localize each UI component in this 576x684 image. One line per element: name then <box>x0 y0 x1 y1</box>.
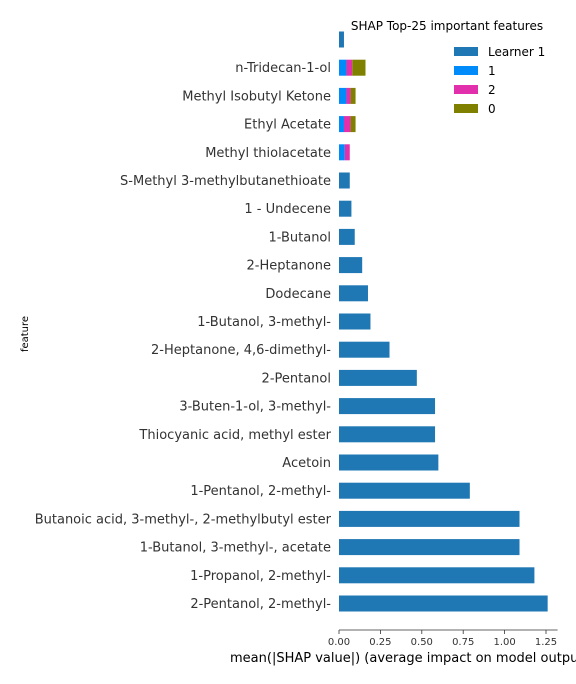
category-labels: n-Tridecan-1-ol Methyl Isobutyl Ketone Eth… <box>35 61 332 612</box>
x-tick-label: 0.50 <box>411 637 433 648</box>
x-tick-label: 0.00 <box>328 637 350 648</box>
category-label: 2-Pentanol, 2-methyl- <box>190 597 331 612</box>
bar-segment <box>346 59 353 76</box>
category-label: n-Tridecan-1-ol <box>235 61 331 76</box>
bar-segment <box>339 59 347 76</box>
category-label: 2-Pentanol <box>262 371 331 386</box>
category-label: 1-Pentanol, 2-methyl- <box>190 484 331 499</box>
bar-segment <box>339 454 439 471</box>
bar-segment <box>343 116 351 133</box>
legend-label: Learner 1 <box>488 45 545 59</box>
category-label: 1-Propanol, 2-methyl- <box>190 569 331 584</box>
bar-segment <box>339 341 390 358</box>
bar-segment <box>339 257 363 274</box>
bar-segment <box>339 200 352 217</box>
x-axis: 0.00 0.25 0.50 0.75 1.00 1.25 <box>328 629 558 648</box>
bar-segment <box>339 313 371 330</box>
bar-segment <box>339 398 436 415</box>
bar-segment <box>339 426 436 443</box>
bar-segment <box>339 228 355 245</box>
bar-segment <box>339 369 417 386</box>
bar-segment <box>339 144 345 161</box>
bar-segment <box>350 87 356 104</box>
x-tick-label: 0.75 <box>452 637 474 648</box>
category-label: Acetoin <box>282 456 331 471</box>
x-tick-label: 1.00 <box>493 637 515 648</box>
category-label: Ethyl Acetate <box>244 118 331 133</box>
category-label: S-Methyl 3-methylbutanethioate <box>120 174 331 189</box>
bar-segment <box>350 116 356 133</box>
legend-swatch <box>454 85 478 94</box>
x-axis-title: mean(|SHAP value|) (average impact on mo… <box>230 651 576 666</box>
bar-segment <box>339 285 368 302</box>
bar-segment <box>339 482 470 499</box>
legend-label: 0 <box>488 102 496 116</box>
bar-segment <box>339 116 344 133</box>
legend: Learner 1 1 2 0 <box>454 45 545 116</box>
bar-segment <box>339 567 535 584</box>
bar-segment <box>339 31 344 48</box>
category-label: 2-Heptanone <box>247 259 331 274</box>
legend-label: 1 <box>488 64 496 78</box>
bar-segment <box>339 539 520 556</box>
category-label: 3-Buten-1-ol, 3-methyl- <box>179 400 331 415</box>
legend-swatch <box>454 104 478 113</box>
bars-group <box>339 31 548 612</box>
category-label: 1-Butanol <box>268 230 331 245</box>
legend-swatch <box>454 66 478 75</box>
bar-segment <box>339 595 548 612</box>
bar-segment <box>339 172 350 189</box>
bar-segment <box>344 144 350 161</box>
legend-label: 2 <box>488 83 496 97</box>
category-label: Butanoic acid, 3-methyl-, 2-methylbutyl … <box>35 512 332 527</box>
category-label: 1 - Undecene <box>244 202 331 217</box>
category-label: 1-Butanol, 3-methyl- <box>197 315 331 330</box>
category-label: Thiocyanic acid, methyl ester <box>138 428 331 443</box>
bar-segment <box>346 87 351 104</box>
y-axis-title: feature <box>20 316 31 352</box>
legend-swatch <box>454 47 478 56</box>
category-label: Methyl thiolacetate <box>205 146 331 161</box>
x-tick-label: 0.25 <box>369 637 391 648</box>
category-label: 2-Heptanone, 4,6-dimethyl- <box>151 343 331 358</box>
category-label: 1-Butanol, 3-methyl-, acetate <box>140 541 331 556</box>
bar-segment <box>339 510 520 527</box>
bar-segment <box>339 87 347 104</box>
category-label: Methyl Isobutyl Ketone <box>182 89 331 104</box>
x-tick-label: 1.25 <box>535 637 557 648</box>
bar-segment <box>352 59 366 76</box>
category-label: Dodecane <box>265 287 331 302</box>
chart-title: SHAP Top-25 important features <box>351 19 543 33</box>
